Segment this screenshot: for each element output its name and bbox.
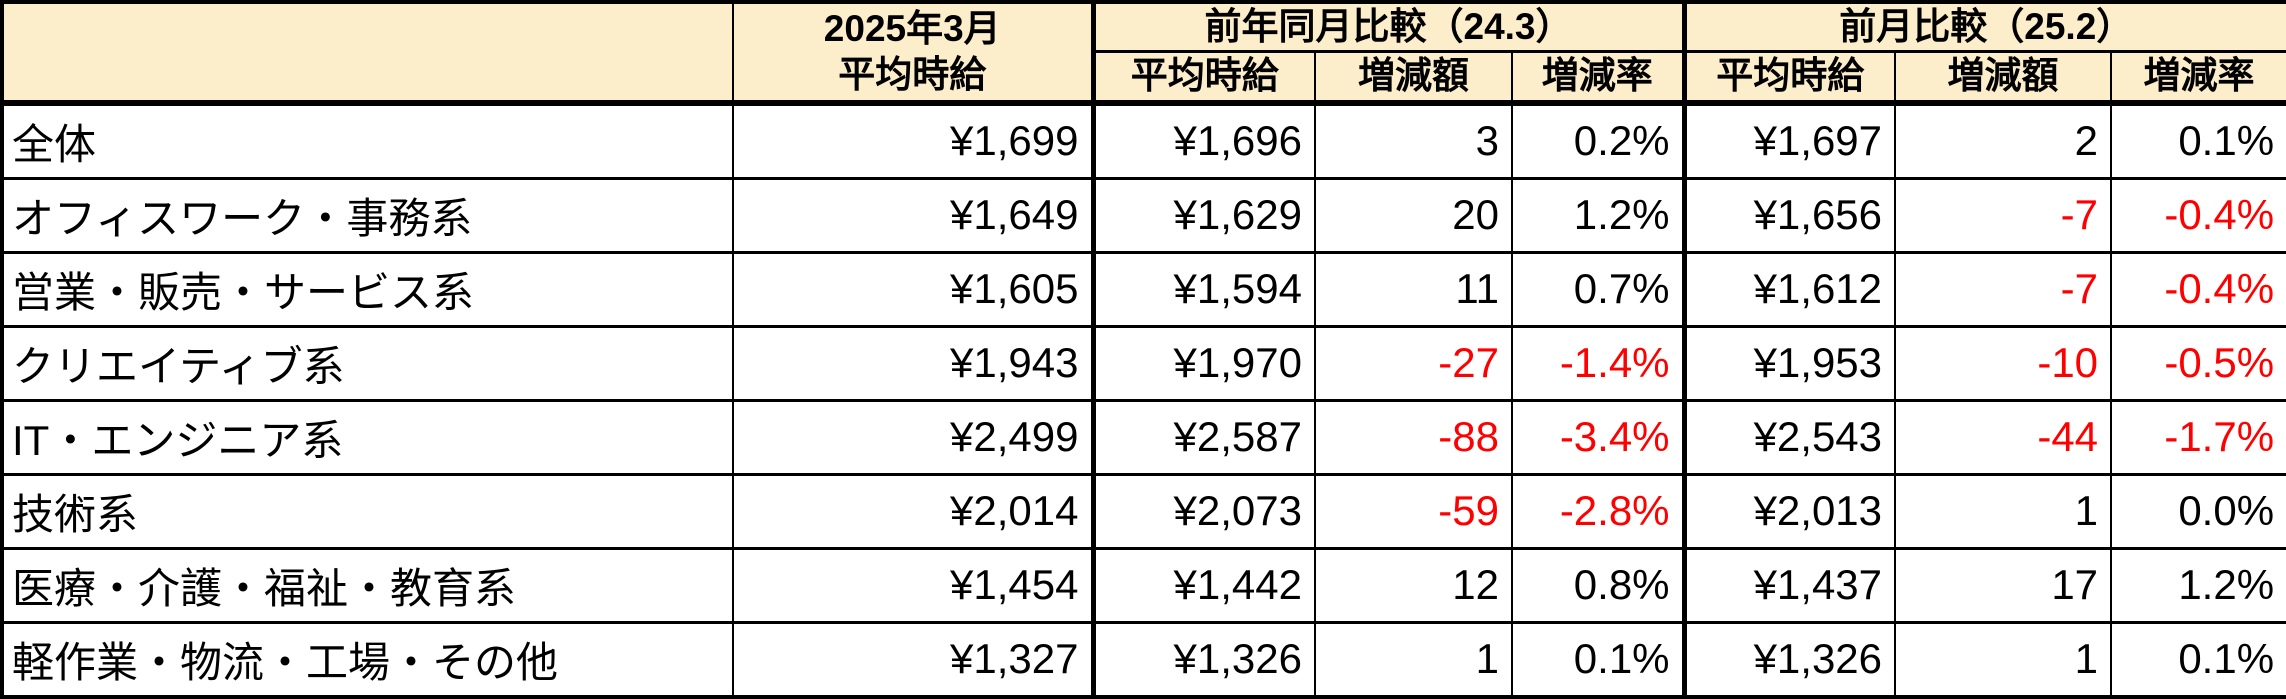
cell-mom-avg: ¥1,612 xyxy=(1681,250,1897,328)
cell-yoy-diff: 3 xyxy=(1314,99,1513,180)
cell-yoy-diff: 1 xyxy=(1314,620,1513,699)
cell-yoy-rate: -3.4% xyxy=(1510,398,1686,476)
cell-yoy-diff: -59 xyxy=(1314,472,1513,550)
table-body: 全体 ¥1,699 ¥1,696 3 0.2% ¥1,697 2 0.1% オフィスワーク・事務… xyxy=(1,99,2286,699)
row-label: 営業・販売・サービス系 xyxy=(1,250,734,328)
header-yoy-rate: 増減率 xyxy=(1510,50,1686,104)
cell-current-avg: ¥1,649 xyxy=(732,176,1094,254)
cell-yoy-avg: ¥2,073 xyxy=(1090,472,1316,550)
cell-yoy-rate: 0.8% xyxy=(1510,546,1686,624)
cell-yoy-avg: ¥1,326 xyxy=(1090,620,1316,699)
cell-mom-rate: -0.4% xyxy=(2110,250,2286,328)
cell-yoy-rate: 0.7% xyxy=(1510,250,1686,328)
table-row: 技術系 ¥2,014 ¥2,073 -59 -2.8% ¥2,013 1 0.0% xyxy=(1,472,2286,550)
row-label: 軽作業・物流・工場・その他 xyxy=(1,620,734,699)
header-mom-rate: 増減率 xyxy=(2110,50,2286,104)
cell-mom-avg: ¥1,656 xyxy=(1681,176,1897,254)
cell-yoy-diff: 11 xyxy=(1314,250,1513,328)
cell-current-avg: ¥1,605 xyxy=(732,250,1094,328)
header-sub-row: 平均時給 増減額 増減率 平均時給 増減額 増減率 xyxy=(2,50,2286,104)
header-yoy-diff: 増減額 xyxy=(1314,50,1513,104)
header-mom-diff: 増減額 xyxy=(1894,50,2113,104)
cell-yoy-avg: ¥1,594 xyxy=(1090,250,1316,328)
row-label: 医療・介護・福祉・教育系 xyxy=(1,546,734,624)
cell-current-avg: ¥2,014 xyxy=(732,472,1094,550)
cell-yoy-avg: ¥1,629 xyxy=(1090,176,1316,254)
cell-current-avg: ¥1,454 xyxy=(732,546,1094,624)
cell-current-avg: ¥1,943 xyxy=(732,324,1094,402)
cell-mom-avg: ¥1,437 xyxy=(1681,546,1897,624)
table-header: 2025年3月 平均時給 前年同月比較（24.3） 前月比較（25.2） 平均時… xyxy=(1,0,2286,104)
cell-yoy-diff: 12 xyxy=(1314,546,1513,624)
cell-current-avg: ¥1,327 xyxy=(732,620,1094,699)
cell-mom-avg: ¥1,326 xyxy=(1681,620,1897,699)
cell-mom-rate: 0.1% xyxy=(2110,99,2286,180)
row-label: IT・エンジニア系 xyxy=(1,398,734,476)
table-row: クリエイティブ系 ¥1,943 ¥1,970 -27 -1.4% ¥1,953 -10 -0.… xyxy=(1,324,2286,402)
cell-mom-avg: ¥2,013 xyxy=(1681,472,1897,550)
cell-yoy-diff: -88 xyxy=(1314,398,1513,476)
header-group-yoy: 前年同月比較（24.3） xyxy=(1090,0,1686,54)
header-yoy-avg: 平均時給 xyxy=(1090,50,1316,104)
cell-mom-diff: 1 xyxy=(1894,620,2113,699)
cell-yoy-rate: 1.2% xyxy=(1510,176,1686,254)
cell-mom-diff: 2 xyxy=(1894,99,2113,180)
cell-mom-avg: ¥2,543 xyxy=(1681,398,1897,476)
table-row: 医療・介護・福祉・教育系 ¥1,454 ¥1,442 12 0.8% ¥1,437 17 1.… xyxy=(1,546,2286,624)
cell-current-avg: ¥1,699 xyxy=(732,99,1094,180)
cell-yoy-avg: ¥1,696 xyxy=(1090,99,1316,180)
cell-mom-rate: 0.1% xyxy=(2110,620,2286,699)
cell-yoy-avg: ¥1,442 xyxy=(1090,546,1316,624)
cell-yoy-avg: ¥2,587 xyxy=(1090,398,1316,476)
cell-mom-diff: 1 xyxy=(1894,472,2113,550)
header-current-month: 2025年3月 平均時給 xyxy=(732,0,1094,104)
cell-mom-diff: -7 xyxy=(1894,176,2113,254)
header-group-row: 2025年3月 平均時給 前年同月比較（24.3） 前月比較（25.2） xyxy=(1,0,2286,104)
cell-mom-diff: -7 xyxy=(1894,250,2113,328)
cell-yoy-rate: -1.4% xyxy=(1510,324,1686,402)
table-row: 軽作業・物流・工場・その他 ¥1,327 ¥1,326 1 0.1% ¥1,326 1 0.1… xyxy=(1,620,2286,699)
table-row: オフィスワーク・事務系 ¥1,649 ¥1,629 20 1.2% ¥1,656 -7 -0.… xyxy=(1,176,2286,254)
row-label: オフィスワーク・事務系 xyxy=(1,176,734,254)
cell-mom-rate: -0.4% xyxy=(2110,176,2286,254)
cell-yoy-diff: 20 xyxy=(1314,176,1513,254)
cell-mom-diff: -44 xyxy=(1894,398,2113,476)
cell-yoy-rate: 0.1% xyxy=(1510,620,1686,699)
cell-yoy-rate: -2.8% xyxy=(1510,472,1686,550)
cell-mom-rate: 0.0% xyxy=(2110,472,2286,550)
cell-yoy-rate: 0.2% xyxy=(1510,99,1686,180)
header-group-mom: 前月比較（25.2） xyxy=(1681,0,2286,54)
table-row: 営業・販売・サービス系 ¥1,605 ¥1,594 11 0.7% ¥1,612 -7 -0.… xyxy=(1,250,2286,328)
table-row: 全体 ¥1,699 ¥1,696 3 0.2% ¥1,697 2 0.1% xyxy=(1,99,2286,180)
cell-mom-rate: -0.5% xyxy=(2110,324,2286,402)
cell-mom-avg: ¥1,953 xyxy=(1681,324,1897,402)
row-label: 技術系 xyxy=(1,472,734,550)
cell-mom-rate: 1.2% xyxy=(2110,546,2286,624)
header-mom-avg: 平均時給 xyxy=(1681,50,1897,104)
cell-mom-diff: 17 xyxy=(1894,546,2113,624)
cell-mom-diff: -10 xyxy=(1894,324,2113,402)
table-row: IT・エンジニア系 ¥2,499 ¥2,587 -88 -3.4% ¥2,543 -44 -1… xyxy=(1,398,2286,476)
corner-cell xyxy=(1,0,734,104)
row-label: 全体 xyxy=(1,99,734,180)
cell-yoy-diff: -27 xyxy=(1314,324,1513,402)
row-label: クリエイティブ系 xyxy=(1,324,734,402)
cell-current-avg: ¥2,499 xyxy=(732,398,1094,476)
cell-mom-rate: -1.7% xyxy=(2110,398,2286,476)
cell-yoy-avg: ¥1,970 xyxy=(1090,324,1316,402)
cell-mom-avg: ¥1,697 xyxy=(1681,99,1897,180)
